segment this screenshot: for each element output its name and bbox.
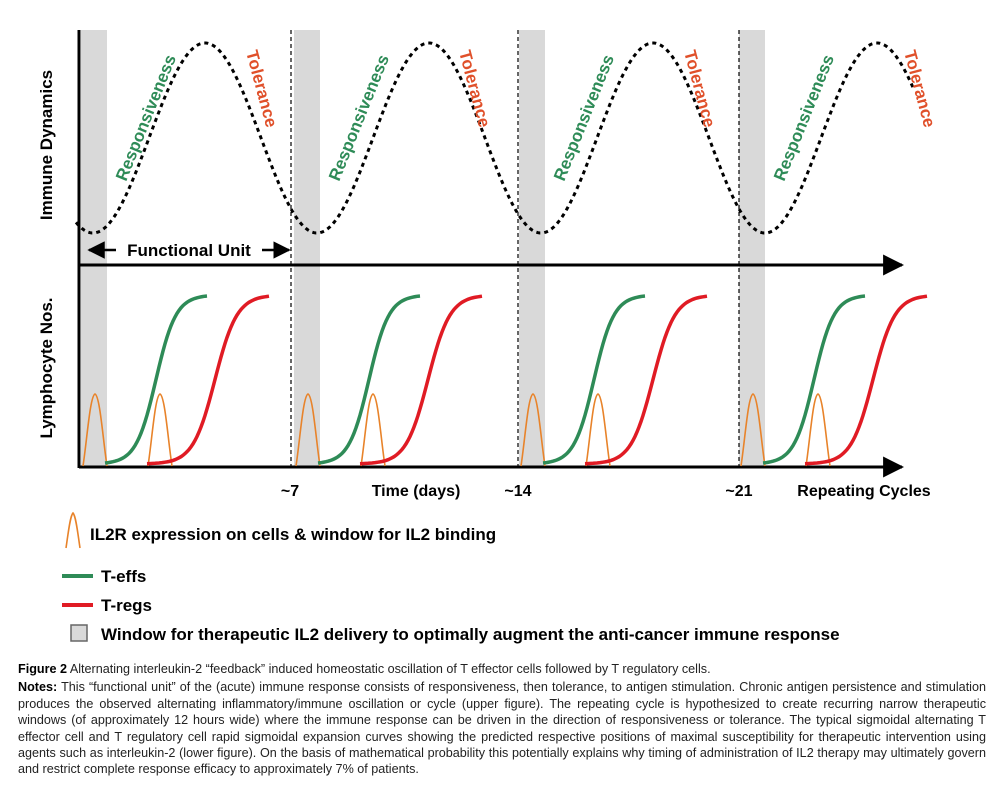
x-tick-7: ~7 bbox=[281, 483, 299, 500]
therapeutic-window bbox=[519, 30, 545, 467]
lower-y-axis-label: Lymphocyte Nos. bbox=[37, 297, 56, 438]
caption-notes-label: Notes: bbox=[18, 680, 58, 695]
caption-notes-paragraph: Notes: This “functional unit” of the (ac… bbox=[18, 679, 986, 777]
teff-curve bbox=[104, 294, 208, 465]
il2r-peak bbox=[147, 393, 173, 467]
caption-figure-label: Figure 2 bbox=[18, 662, 67, 676]
responsiveness-label: Responsiveness bbox=[325, 52, 393, 184]
tolerance-label: Tolerance bbox=[680, 48, 719, 129]
legend-window-swatch bbox=[70, 624, 88, 642]
il2r-peak bbox=[585, 393, 611, 467]
legend-tregs-label: T-regs bbox=[101, 596, 152, 615]
figure-caption: Figure 2 Alternating interleukin-2 “feed… bbox=[18, 661, 986, 778]
treg-curves bbox=[146, 294, 928, 466]
tolerance-label: Tolerance bbox=[900, 48, 939, 129]
caption-title-line: Figure 2 Alternating interleukin-2 “feed… bbox=[18, 661, 986, 677]
legend: IL2R expression on cells & window for IL… bbox=[62, 511, 840, 644]
teff-curve bbox=[317, 294, 421, 465]
tolerance-label: Tolerance bbox=[455, 48, 494, 129]
therapeutic-windows bbox=[81, 30, 765, 467]
functional-unit-label: Functional Unit bbox=[127, 241, 251, 260]
upper-y-axis-label: Immune Dynamics bbox=[37, 70, 56, 220]
teff-curves bbox=[104, 294, 866, 465]
responsiveness-label: Responsiveness bbox=[112, 52, 180, 184]
x-axis-label: Time (days) bbox=[372, 483, 461, 500]
therapeutic-window bbox=[739, 30, 765, 467]
legend-il2r-label: IL2R expression on cells & window for IL… bbox=[90, 525, 496, 544]
legend-teffs-label: T-effs bbox=[101, 567, 146, 586]
legend-window-label: Window for therapeutic IL2 delivery to o… bbox=[101, 625, 840, 644]
treg-curve bbox=[146, 294, 270, 466]
caption-notes: This “functional unit” of the (acute) im… bbox=[18, 680, 986, 777]
immune-oscillation-diagram: Responsiveness Tolerance Responsiveness Tol… bbox=[37, 30, 939, 644]
il2r-peak bbox=[805, 393, 831, 467]
il2r-peak bbox=[82, 393, 108, 467]
therapeutic-window bbox=[294, 30, 320, 467]
il2r-peak bbox=[520, 393, 546, 467]
day-marker-lines bbox=[290, 30, 740, 467]
il2r-peak bbox=[740, 393, 766, 467]
il2r-peak bbox=[295, 393, 321, 467]
legend-il2r-swatch bbox=[65, 511, 81, 549]
treg-curve bbox=[584, 294, 708, 466]
il2r-peaks bbox=[82, 393, 831, 467]
x-tick-21: ~21 bbox=[725, 483, 752, 500]
teff-curve bbox=[762, 294, 866, 465]
responsiveness-label: Responsiveness bbox=[770, 52, 838, 184]
responsiveness-label: Responsiveness bbox=[550, 52, 618, 184]
caption-title: Alternating interleukin-2 “feedback” ind… bbox=[69, 662, 711, 676]
teff-curve bbox=[542, 294, 646, 465]
x-tick-14: ~14 bbox=[504, 483, 531, 500]
treg-curve bbox=[359, 294, 483, 466]
repeating-cycles-label: Repeating Cycles bbox=[797, 483, 930, 500]
functional-unit-label-bg bbox=[116, 238, 262, 260]
il2r-peak bbox=[360, 393, 386, 467]
treg-curve bbox=[804, 294, 928, 466]
tolerance-label: Tolerance bbox=[242, 48, 281, 129]
therapeutic-window bbox=[81, 30, 107, 467]
